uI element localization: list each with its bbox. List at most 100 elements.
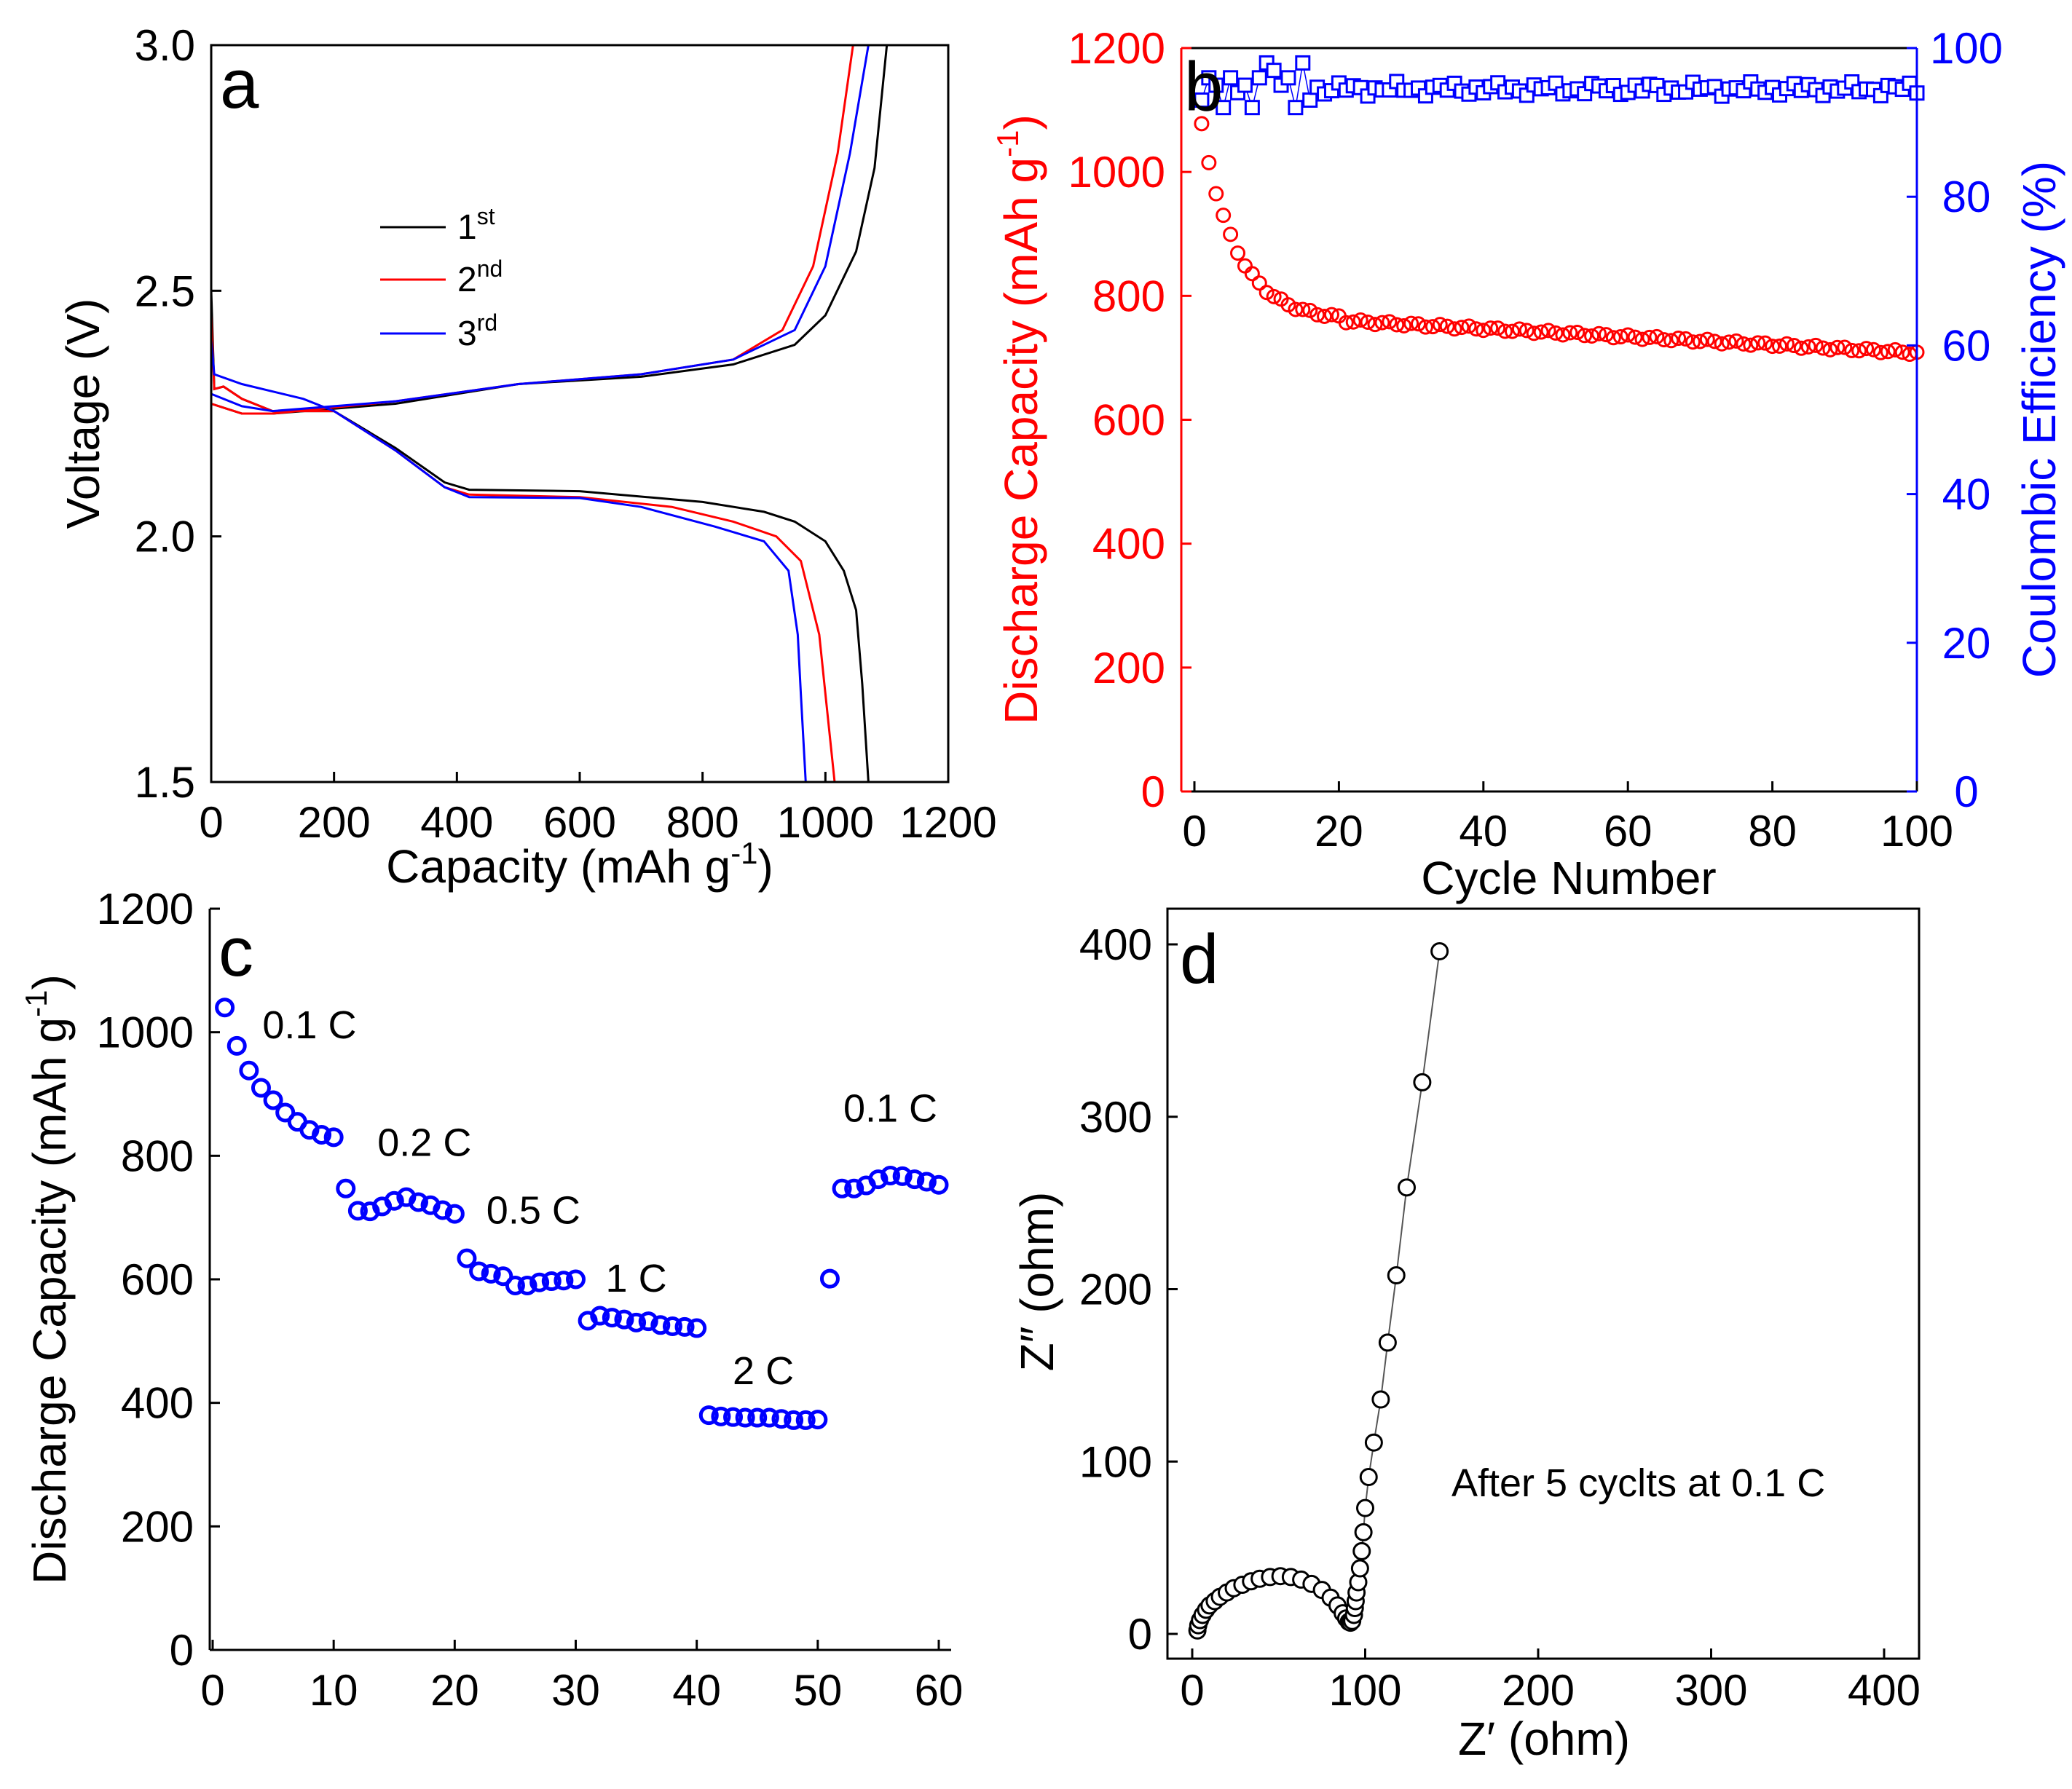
y-right-tick-label: 40 <box>1942 470 1991 519</box>
capacity-point <box>1656 332 1672 348</box>
rate-point <box>759 1407 779 1428</box>
capacity-point <box>1757 335 1773 351</box>
rate-point <box>554 1271 574 1291</box>
capacity-point <box>1367 317 1383 333</box>
x-tick-label: 100 <box>1880 807 1953 856</box>
x-tick-label: 40 <box>672 1666 721 1715</box>
capacity-point <box>1743 337 1759 353</box>
efficiency-point <box>1302 92 1318 108</box>
capacity-point <box>1627 329 1643 345</box>
capacity-point <box>1266 288 1282 304</box>
capacity-point <box>1620 327 1636 343</box>
rate-point <box>215 998 235 1018</box>
capacity-point <box>1591 325 1607 341</box>
x-tick-label: 60 <box>1604 807 1653 856</box>
capacity-point <box>1223 226 1239 242</box>
capacity-point <box>1518 323 1535 339</box>
capacity-point <box>1216 208 1232 224</box>
y-left-tick-label: 1000 <box>1068 148 1165 197</box>
panel-a: 0 200 400 600 800 1000 1200 1.5 2.0 2.5 3.0 a Volt… <box>57 21 997 893</box>
x-tick-label: 0 <box>200 1666 224 1715</box>
panel-b-xlabel: Cycle Number <box>1421 852 1716 904</box>
y-left-tick-label: 400 <box>1092 520 1165 569</box>
capacity-point <box>1772 338 1788 354</box>
x-tick-label: 60 <box>915 1666 964 1715</box>
impedance-point <box>1359 1468 1378 1487</box>
capacity-point <box>1562 325 1578 341</box>
y-tick-label: 800 <box>121 1132 194 1180</box>
rate-point <box>771 1409 792 1429</box>
y-left-tick-label: 800 <box>1092 272 1165 320</box>
x-tick-label: 400 <box>1848 1666 1921 1715</box>
capacity-point <box>1844 342 1860 358</box>
capacity-point <box>1822 341 1838 358</box>
series-1st-discharge-line <box>210 291 870 783</box>
capacity-point <box>1244 266 1260 282</box>
capacity-point <box>1309 307 1325 323</box>
y-right-tick-label: 80 <box>1942 173 1991 221</box>
x-tick-label: 50 <box>793 1666 842 1715</box>
capacity-point <box>1403 315 1419 331</box>
capacity-point <box>1461 318 1477 334</box>
capacity-point <box>1837 339 1853 355</box>
rate-point <box>457 1248 477 1268</box>
series-2nd-discharge-line <box>210 315 836 783</box>
efficiency-point <box>1280 70 1296 86</box>
rate-point <box>469 1261 489 1281</box>
panel-c-ylabel: Discharge Capacity (mAh g-1) <box>19 974 76 1584</box>
capacity-point <box>1598 327 1614 343</box>
rate-point <box>312 1124 332 1145</box>
x-tick-label: 10 <box>310 1666 358 1715</box>
y-right-tick-label: 20 <box>1942 619 1991 668</box>
capacity-point <box>1323 307 1339 323</box>
capacity-point <box>1728 333 1744 349</box>
rate-point <box>819 1268 840 1289</box>
capacity-point <box>1721 334 1737 350</box>
rate-point <box>784 1410 804 1430</box>
rate-point <box>711 1406 731 1426</box>
capacity-point <box>1446 321 1462 337</box>
capacity-point <box>1706 333 1722 349</box>
capacity-point <box>1338 315 1354 331</box>
rate-point <box>323 1127 344 1148</box>
x-tick-label: 400 <box>420 798 493 847</box>
impedance-point <box>1371 1390 1390 1409</box>
capacity-point <box>1295 301 1311 317</box>
capacity-point <box>1815 340 1831 356</box>
y-tick-label: 300 <box>1079 1093 1152 1142</box>
panel-c-plot-area: 0.1 C 0.2 C 0.5 C 1 C 2 C 0.1 C <box>215 998 949 1430</box>
efficiency-point <box>1208 77 1224 93</box>
rate-point <box>638 1311 658 1332</box>
rate-point <box>881 1165 901 1185</box>
panel-b-ticks: 0 20 40 60 80 1000200400600800100012000204060… <box>1068 24 2004 856</box>
capacity-point <box>1389 317 1405 333</box>
capacity-point <box>1894 344 1910 360</box>
rate-point <box>808 1410 828 1430</box>
x-tick-label: 800 <box>666 798 739 847</box>
rate-point <box>868 1169 889 1190</box>
rate-point <box>529 1272 550 1292</box>
y-tick-label: 200 <box>121 1502 194 1551</box>
capacity-point <box>1692 333 1708 349</box>
y-tick-label: 0 <box>170 1626 194 1675</box>
capacity-point <box>1786 338 1802 354</box>
rate-point <box>251 1078 271 1098</box>
capacity-point <box>1345 314 1361 330</box>
capacity-point <box>1808 337 1824 353</box>
series-2nd-charge-line <box>210 44 854 415</box>
y-tick-label: 3.0 <box>135 21 195 70</box>
x-tick-label: 40 <box>1459 807 1508 856</box>
x-tick-label: 100 <box>1328 1666 1401 1715</box>
panel-b-ylabel-right: Coulombic Efficiency (%) <box>2013 161 2065 678</box>
capacity-point <box>1251 275 1267 291</box>
y-right-tick-label: 0 <box>1954 767 1978 816</box>
rate-point <box>929 1174 949 1195</box>
rate-point <box>481 1263 501 1284</box>
capacity-point <box>1490 320 1506 336</box>
capacity-point <box>1504 323 1520 339</box>
capacity-point <box>1511 321 1527 337</box>
y-tick-label: 1200 <box>97 885 194 933</box>
rate-point <box>347 1201 368 1221</box>
capacity-point <box>1880 344 1896 360</box>
panel-d-plot-area <box>1188 941 1449 1640</box>
